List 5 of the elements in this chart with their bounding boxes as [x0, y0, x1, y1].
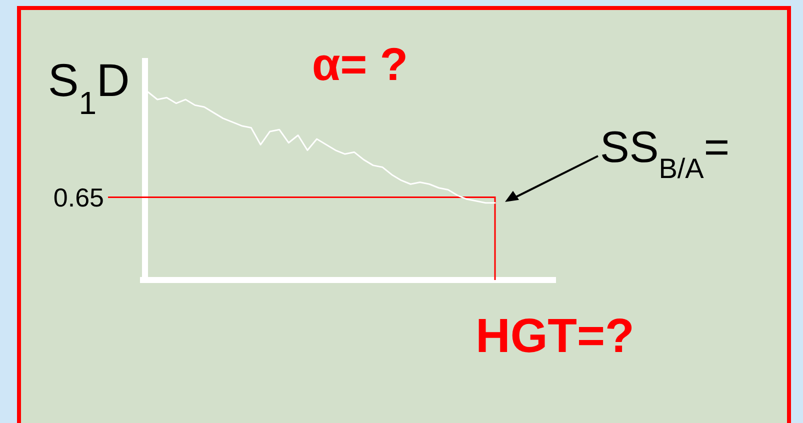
text: HGT=?	[476, 310, 634, 363]
text: SS$_{B/A}$=	[600, 123, 730, 184]
chart-title: α= ?	[312, 38, 408, 90]
y-axis-title: S$_{1}$D	[48, 54, 130, 121]
text: 0.65	[53, 182, 104, 212]
